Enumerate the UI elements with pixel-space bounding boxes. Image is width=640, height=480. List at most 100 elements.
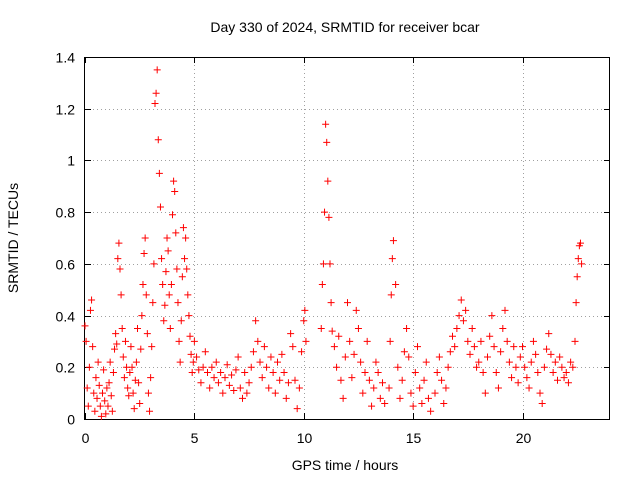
data-point xyxy=(182,234,190,242)
data-point xyxy=(249,348,257,356)
data-point xyxy=(183,265,191,273)
data-point xyxy=(433,368,441,376)
data-point xyxy=(344,299,351,307)
data-point xyxy=(106,358,114,366)
data-point xyxy=(178,273,186,281)
data-point xyxy=(326,260,334,268)
data-point xyxy=(538,399,546,407)
data-point xyxy=(274,358,281,366)
data-point xyxy=(195,366,203,374)
data-point xyxy=(127,343,135,351)
data-point xyxy=(223,361,231,369)
data-point xyxy=(109,368,117,376)
data-point xyxy=(300,317,308,325)
data-point xyxy=(101,397,109,405)
data-point xyxy=(549,368,557,376)
data-point xyxy=(232,366,240,374)
data-point xyxy=(201,348,209,356)
data-point xyxy=(143,330,151,338)
data-point xyxy=(186,332,194,340)
data-point xyxy=(260,343,268,351)
data-point xyxy=(359,389,367,397)
data-point xyxy=(381,399,389,407)
data-point xyxy=(508,374,516,382)
data-point xyxy=(120,374,128,382)
data-point xyxy=(206,384,214,392)
data-point xyxy=(291,376,299,384)
data-point xyxy=(97,412,105,420)
data-point xyxy=(165,291,173,299)
data-point xyxy=(119,353,127,361)
data-point xyxy=(481,389,489,397)
data-point xyxy=(278,350,286,358)
data-point xyxy=(287,330,295,338)
data-point xyxy=(214,379,222,387)
data-point xyxy=(193,353,201,361)
data-point xyxy=(409,402,417,410)
data-point xyxy=(540,363,548,371)
data-point xyxy=(81,322,89,330)
data-point xyxy=(477,337,485,345)
data-point xyxy=(405,353,413,361)
data-point xyxy=(512,363,520,371)
data-point xyxy=(374,368,382,376)
data-point xyxy=(484,353,491,361)
data-point xyxy=(298,348,306,356)
data-point xyxy=(169,211,176,219)
data-point xyxy=(488,312,496,320)
data-point xyxy=(181,255,189,263)
data-point xyxy=(153,66,161,74)
data-point xyxy=(113,340,121,348)
data-point xyxy=(468,325,476,332)
data-point xyxy=(83,384,91,392)
data-point xyxy=(453,325,461,332)
data-point xyxy=(388,255,396,263)
data-point xyxy=(569,363,577,371)
data-point xyxy=(163,234,171,242)
data-point xyxy=(470,343,478,351)
data-point xyxy=(551,358,559,366)
data-point xyxy=(187,350,195,358)
data-point xyxy=(289,343,297,351)
data-point xyxy=(263,363,271,371)
data-point xyxy=(446,348,454,356)
data-point xyxy=(532,350,540,358)
data-point xyxy=(536,389,544,397)
data-point xyxy=(102,410,110,418)
data-point xyxy=(150,260,158,268)
data-point xyxy=(280,368,288,376)
data-point xyxy=(149,299,157,307)
data-point xyxy=(325,213,333,221)
data-point xyxy=(90,389,98,397)
data-point xyxy=(457,296,465,304)
data-point xyxy=(422,358,430,366)
data-point xyxy=(125,392,133,400)
data-point xyxy=(438,376,446,384)
data-point xyxy=(245,379,253,387)
data-point xyxy=(175,337,183,345)
data-point xyxy=(501,306,509,314)
data-point xyxy=(112,330,120,338)
data-point xyxy=(114,255,122,263)
data-point xyxy=(284,379,292,387)
data-point xyxy=(562,368,570,376)
data-point xyxy=(352,306,360,314)
data-point xyxy=(451,343,459,351)
data-point xyxy=(341,353,349,361)
data-point xyxy=(176,358,184,366)
data-points xyxy=(81,66,586,420)
data-point xyxy=(466,350,474,358)
data-point xyxy=(527,358,535,366)
data-point xyxy=(376,394,384,402)
data-point xyxy=(89,343,97,351)
data-point xyxy=(486,332,494,340)
data-point xyxy=(121,337,129,345)
data-point xyxy=(199,363,207,371)
data-point xyxy=(161,301,169,309)
data-point xyxy=(424,394,432,402)
data-point xyxy=(160,317,168,325)
chart-title: Day 330 of 2024, SRMTID for receiver bca… xyxy=(210,19,480,35)
data-point xyxy=(104,402,112,410)
data-point xyxy=(339,394,347,402)
data-point xyxy=(368,402,376,410)
